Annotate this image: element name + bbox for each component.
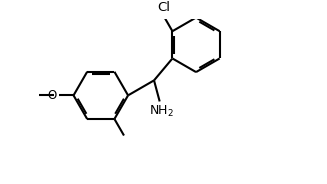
- Text: Cl: Cl: [157, 1, 170, 14]
- Text: O: O: [47, 89, 56, 102]
- Text: NH$_2$: NH$_2$: [148, 104, 174, 119]
